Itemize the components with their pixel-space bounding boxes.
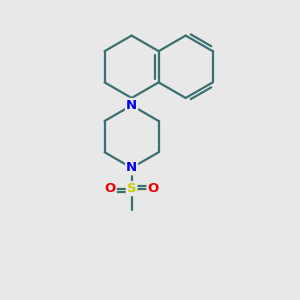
Text: N: N bbox=[126, 161, 137, 174]
Text: N: N bbox=[126, 99, 137, 112]
Text: O: O bbox=[105, 182, 116, 195]
Text: O: O bbox=[147, 182, 159, 195]
Text: S: S bbox=[127, 182, 136, 195]
